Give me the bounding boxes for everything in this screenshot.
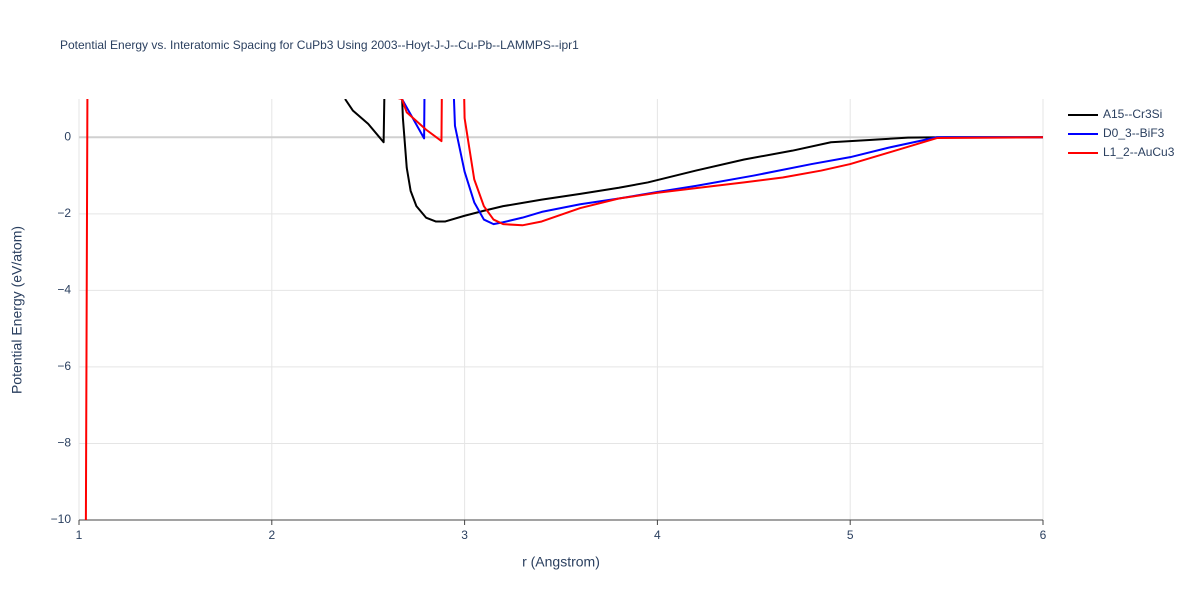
- series-line: [401, 99, 1043, 226]
- y-tick-label: −4: [57, 283, 71, 297]
- x-tick-label: 1: [76, 528, 83, 542]
- y-tick-label: −10: [51, 512, 72, 526]
- legend-label: D0_3--BiF3: [1103, 126, 1165, 140]
- y-tick-label: −8: [57, 436, 71, 450]
- x-tick-label: 3: [461, 528, 468, 542]
- x-tick-label: 6: [1040, 528, 1047, 542]
- series-line: [344, 99, 1043, 223]
- x-axis-title: r (Angstrom): [522, 554, 600, 570]
- legend: A15--Cr3Si D0_3--BiF3 L1_2--AuCu3: [1068, 107, 1175, 159]
- x-tick-label: 5: [847, 528, 854, 542]
- y-tick-label: −2: [57, 206, 71, 220]
- plot-area: [84, 99, 1043, 520]
- legend-label: L1_2--AuCu3: [1103, 145, 1175, 159]
- x-tick-label: 2: [268, 528, 275, 542]
- y-tick-label: −6: [57, 359, 71, 373]
- series-line: [84, 99, 1043, 520]
- x-tick-label: 4: [654, 528, 661, 542]
- chart-title: Potential Energy vs. Interatomic Spacing…: [60, 38, 579, 52]
- grid: 1 2 3 4 5 6 −10 −8 −6 −4 −2 0: [51, 99, 1047, 542]
- y-tick-label: 0: [64, 129, 71, 143]
- y-axis-title: Potential Energy (eV/atom): [9, 226, 25, 394]
- legend-label: A15--Cr3Si: [1103, 107, 1162, 121]
